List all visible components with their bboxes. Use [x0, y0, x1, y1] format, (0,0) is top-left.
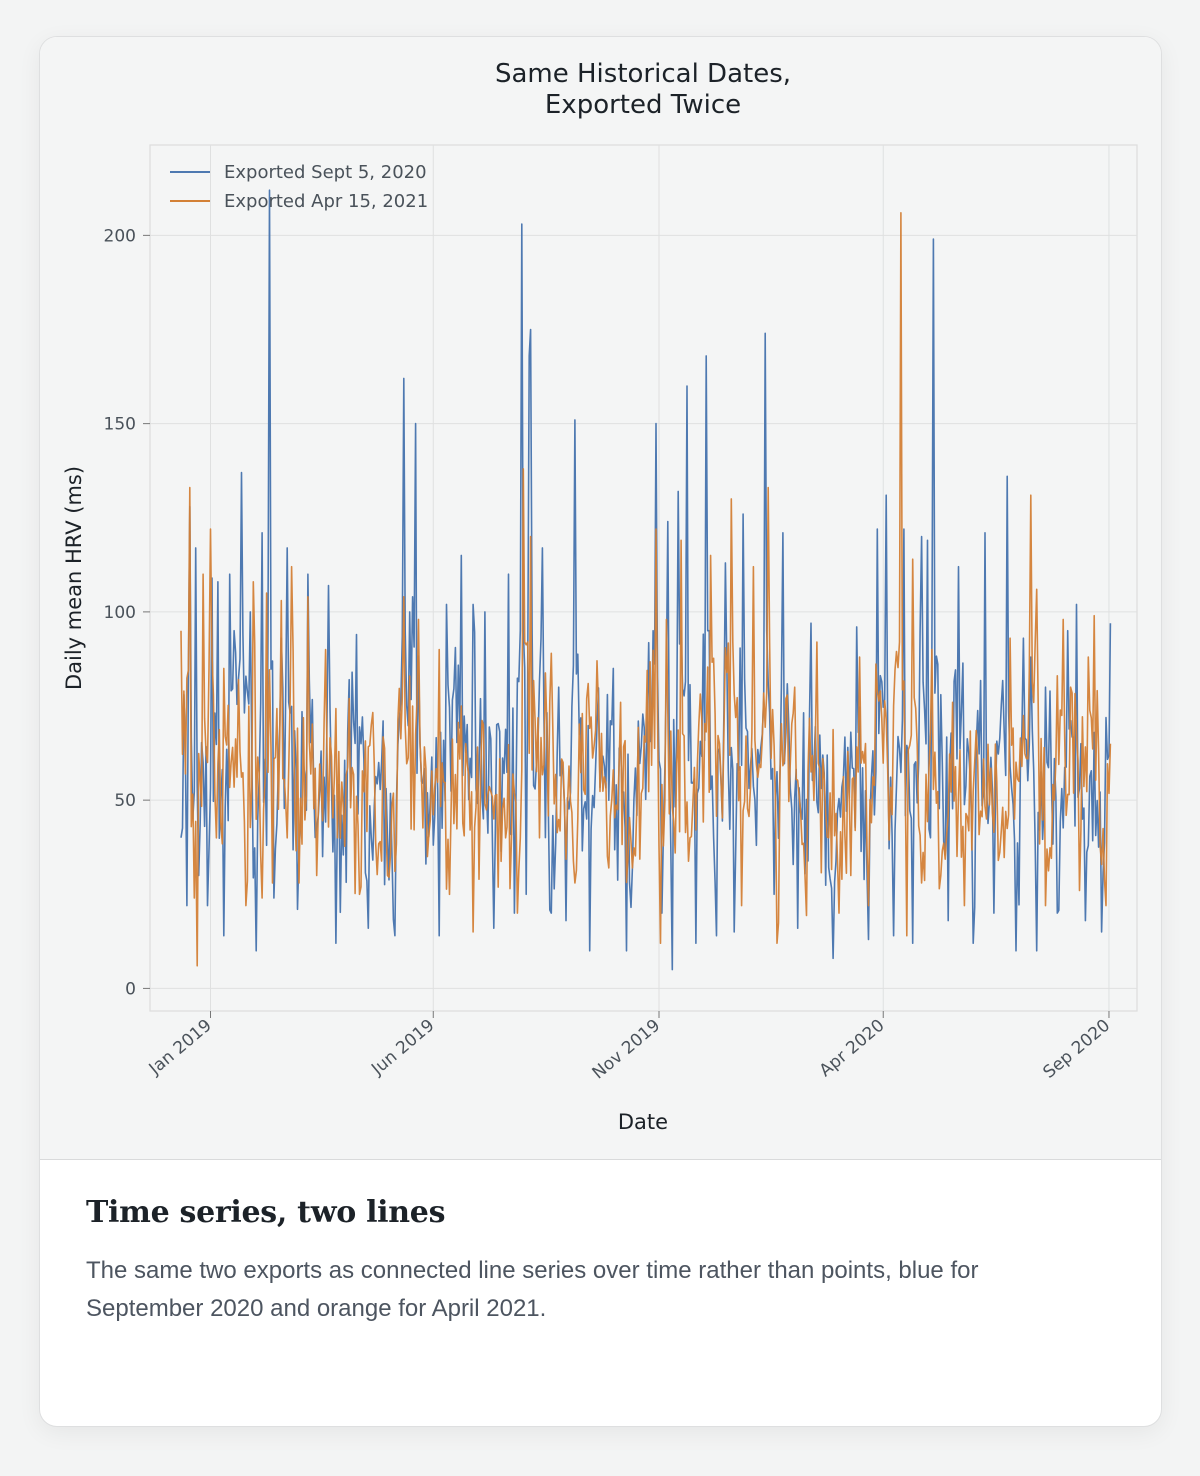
chart-figure: 0 50 100 150 200 Jan 2019 Jun 2019 Nov 2019 Apr … [40, 37, 1161, 1160]
y-tick-label: 0 [125, 979, 136, 999]
line-chart: 0 50 100 150 200 Jan 2019 Jun 2019 Nov 2019 Apr … [62, 59, 1138, 1134]
card-caption: Time series, two lines The same two expo… [86, 1195, 1096, 1328]
y-tick-label: 50 [114, 791, 136, 811]
card-description: The same two exports as connected line s… [86, 1257, 979, 1322]
x-tick-label: Jan 2019 [145, 1016, 216, 1080]
x-tick-label: Jun 2019 [367, 1016, 438, 1080]
x-axis-label: Date [618, 1110, 668, 1134]
card-heading: Time series, two lines [86, 1195, 446, 1230]
chart-title: Exported Twice [545, 90, 741, 120]
series-line-apr-2021 [180, 212, 1112, 967]
legend-label: Exported Sept 5, 2020 [224, 162, 427, 183]
legend-label: Exported Apr 15, 2021 [224, 191, 428, 212]
x-tick-label: Sep 2020 [1039, 1016, 1114, 1083]
chart-card: 0 50 100 150 200 Jan 2019 Jun 2019 Nov 2019 Apr … [39, 36, 1162, 1427]
x-tick-label: Apr 2020 [816, 1016, 889, 1082]
y-tick-label: 100 [104, 603, 136, 623]
series-line-sept-2020 [180, 189, 1112, 971]
y-tick-label: 200 [104, 226, 136, 246]
chart-title: Same Historical Dates, [495, 59, 791, 89]
y-tick-label: 150 [104, 415, 136, 435]
x-tick-label: Nov 2019 [589, 1016, 665, 1084]
y-axis-label: Daily mean HRV (ms) [62, 466, 86, 690]
